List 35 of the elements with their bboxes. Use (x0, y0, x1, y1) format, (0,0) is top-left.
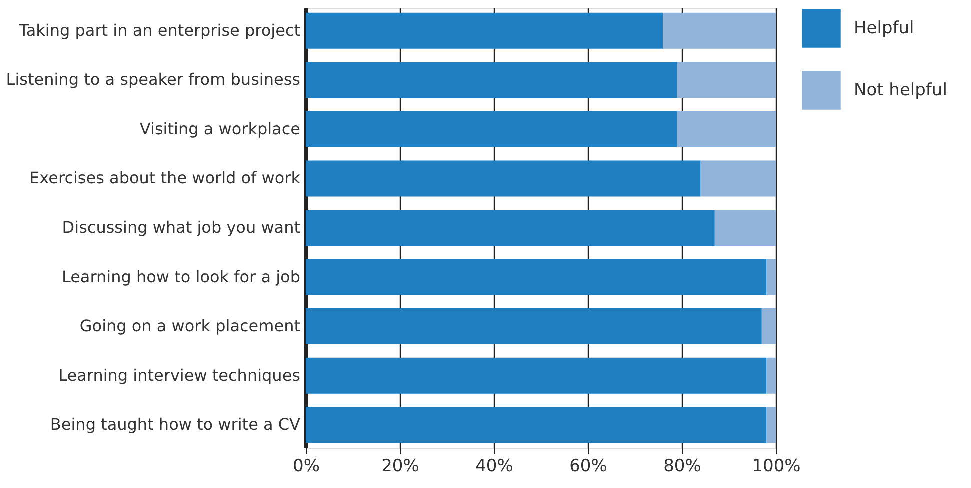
y-tick-label: Listening to a speaker from business (6, 70, 300, 90)
x-tick-label: 0% (293, 456, 320, 476)
y-tick-label: Being taught how to write a CV (50, 415, 301, 434)
bar (766, 407, 776, 444)
bar (306, 62, 678, 98)
bar (762, 308, 776, 345)
legend-label: Helpful (854, 18, 914, 38)
y-tick-label: Going on a work placement (80, 316, 300, 336)
legend-label: Not helpful (854, 80, 948, 100)
bar (714, 210, 776, 246)
bar (306, 358, 767, 394)
bar (677, 111, 776, 148)
y-tick-label: Learning interview techniques (58, 366, 300, 385)
bar (306, 111, 678, 148)
x-tick-label: 40% (476, 456, 514, 476)
x-tick-label: 100% (752, 456, 801, 476)
x-tick-label: 80% (664, 456, 702, 476)
y-tick-label: Exercises about the world of work (30, 168, 302, 188)
bar (766, 358, 776, 394)
bar (306, 259, 767, 296)
x-tick-label: 60% (570, 456, 608, 476)
bar (677, 62, 776, 98)
bar (306, 160, 701, 197)
bar (306, 407, 767, 444)
x-tick-label: 20% (382, 456, 420, 476)
bar (306, 308, 762, 345)
bar (700, 160, 776, 197)
y-tick-label: Taking part in an enterprise project (18, 20, 300, 40)
bar (306, 12, 664, 49)
bar (306, 210, 715, 246)
bar (766, 259, 776, 296)
y-tick-label: Learning how to look for a job (62, 267, 300, 286)
y-tick-label: Discussing what job you want (62, 218, 300, 237)
y-tick-label: Visiting a workplace (140, 119, 300, 138)
bar (663, 12, 776, 49)
